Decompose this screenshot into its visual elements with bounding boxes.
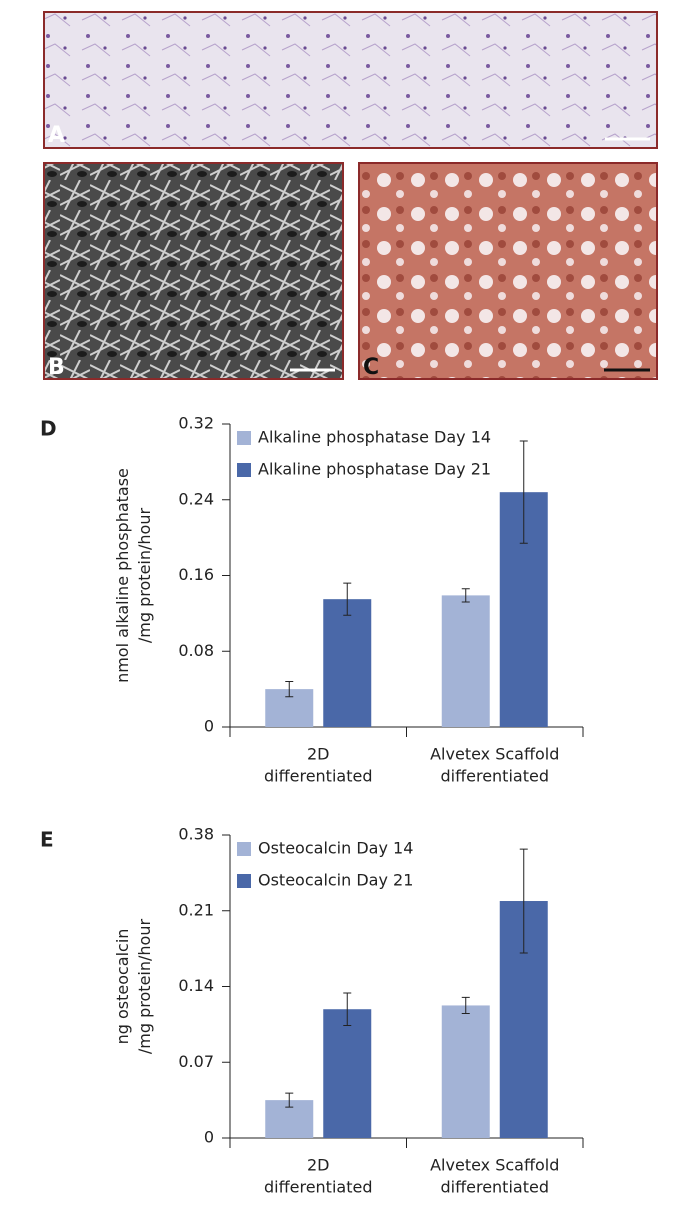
bar (441, 595, 490, 727)
y-tick-label: 0.16 (178, 565, 214, 584)
x-tick-label: differentiated (441, 1178, 549, 1197)
error-bar (519, 440, 528, 544)
y-axis-label: ng osteocalcin (113, 929, 132, 1045)
x-tick-label: 2D (307, 1156, 330, 1175)
bar (441, 1005, 490, 1138)
error-bar (461, 996, 470, 1015)
legend-label: Osteocalcin Day 21 (258, 871, 413, 890)
bar (323, 599, 372, 727)
legend-swatch (237, 431, 251, 445)
x-tick-label: Alvetex Scaffold (430, 745, 559, 764)
error-bar (343, 582, 352, 616)
error-bar (343, 992, 352, 1026)
y-tick-label: 0.38 (178, 825, 214, 844)
panel-label: C (363, 355, 379, 380)
x-tick-label: differentiated (264, 767, 372, 786)
panel-label: D (40, 417, 57, 441)
y-axis-label: nmol alkaline phosphatase (113, 468, 132, 683)
legend-swatch (237, 463, 251, 477)
y-axis-label: /mg protein/hour (135, 508, 154, 644)
error-bar (519, 848, 528, 954)
error-bar (285, 1092, 294, 1108)
panel-label: B (48, 355, 65, 380)
micrograph-b (43, 162, 344, 380)
y-tick-label: 0.21 (178, 900, 214, 919)
x-tick-label: Alvetex Scaffold (430, 1156, 559, 1175)
panel-label: A (48, 123, 65, 148)
micrograph-a (43, 11, 658, 149)
legend-swatch (237, 842, 251, 856)
error-bar (285, 681, 294, 698)
panel-label: E (40, 828, 54, 852)
y-axis-label: /mg protein/hour (135, 919, 154, 1055)
legend-swatch (237, 874, 251, 888)
error-bar (461, 588, 470, 603)
x-tick-label: differentiated (264, 1178, 372, 1197)
legend-label: Alkaline phosphatase Day 21 (258, 460, 491, 479)
x-tick-label: differentiated (441, 767, 549, 786)
y-tick-label: 0.08 (178, 641, 214, 660)
legend-label: Osteocalcin Day 14 (258, 839, 413, 858)
y-tick-label: 0.32 (178, 414, 214, 433)
micrograph-c (358, 162, 658, 380)
y-tick-label: 0 (204, 717, 214, 736)
y-tick-label: 0.24 (178, 489, 214, 508)
legend-label: Alkaline phosphatase Day 14 (258, 428, 491, 447)
y-tick-label: 0 (204, 1128, 214, 1147)
x-tick-label: 2D (307, 745, 330, 764)
y-tick-label: 0.07 (178, 1052, 214, 1071)
y-tick-label: 0.14 (178, 976, 214, 995)
bar (323, 1009, 372, 1138)
